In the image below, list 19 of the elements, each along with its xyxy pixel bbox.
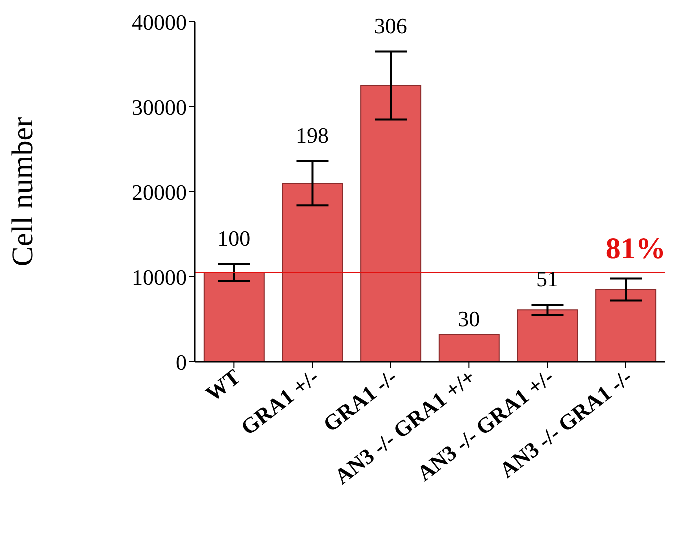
y-tick-label: 10000 [132,264,187,290]
annotation: 30 [458,306,480,332]
annotation: 306 [374,13,408,38]
bar [517,310,578,362]
y-axis-title: Cell number [6,117,40,267]
bar [282,183,344,362]
y-tick-label: 0 [176,350,187,375]
bar [360,85,422,362]
y-tick-label: 30000 [132,94,187,120]
bar [596,289,657,362]
annotation: 51 [536,266,558,292]
annotation: 81% [606,232,666,266]
bar [438,334,500,362]
bar [204,272,265,362]
annotation: 198 [296,122,329,148]
y-tick-label: 40000 [132,10,187,35]
y-tick-label: 20000 [132,180,187,205]
x-tick-label: WT [200,364,246,407]
annotation: 100 [218,226,251,251]
